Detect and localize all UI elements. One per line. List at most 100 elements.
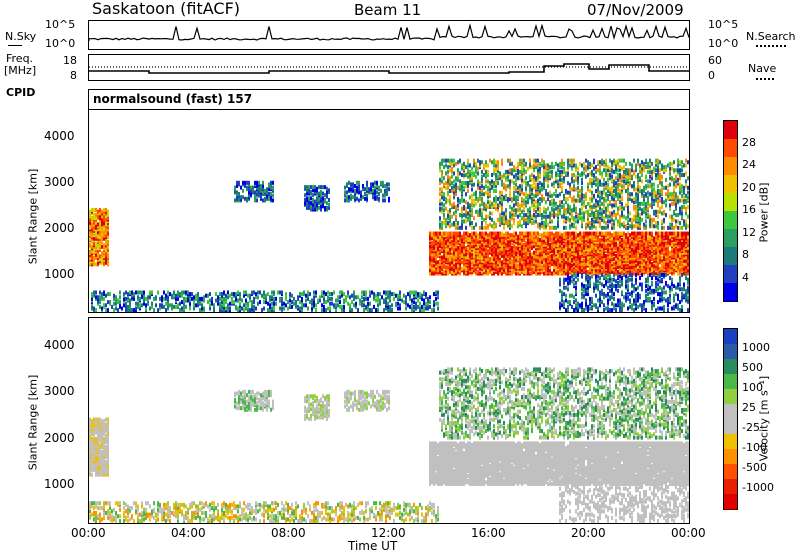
power-cell bbox=[487, 163, 489, 168]
power-cell bbox=[439, 201, 441, 206]
power-panel bbox=[88, 109, 690, 313]
power-cell bbox=[419, 295, 421, 300]
power-cell bbox=[529, 190, 531, 195]
power-cell bbox=[525, 241, 527, 246]
power-cell bbox=[603, 244, 605, 249]
power-cell bbox=[527, 193, 529, 198]
power-cell bbox=[467, 266, 469, 271]
power-cell bbox=[529, 219, 531, 224]
power-cell bbox=[501, 231, 503, 236]
power-cell bbox=[257, 301, 259, 306]
power-cell bbox=[651, 231, 653, 236]
power-cell bbox=[356, 180, 358, 185]
power-cell bbox=[475, 231, 477, 236]
power-cell bbox=[461, 245, 463, 250]
power-cell bbox=[561, 237, 563, 242]
power-cell bbox=[113, 301, 115, 306]
power-cell bbox=[529, 258, 531, 263]
power-cell bbox=[376, 195, 378, 200]
power-cell bbox=[451, 214, 453, 219]
power-cell bbox=[344, 198, 346, 203]
power-cell bbox=[577, 233, 579, 238]
power-cell bbox=[441, 187, 443, 192]
power-cell bbox=[483, 225, 485, 230]
power-cell bbox=[503, 219, 505, 224]
power-cell bbox=[313, 295, 315, 300]
power-cell bbox=[477, 269, 479, 274]
power-cell bbox=[439, 231, 441, 236]
power-cell bbox=[457, 245, 459, 250]
power-cell bbox=[175, 296, 177, 301]
power-cell bbox=[307, 306, 309, 311]
power-cell bbox=[326, 193, 328, 198]
power-cell bbox=[441, 209, 443, 214]
power-cell bbox=[295, 303, 297, 308]
power-cell bbox=[599, 252, 601, 257]
power-cell bbox=[455, 231, 457, 236]
power-cell bbox=[443, 182, 445, 187]
power-cell bbox=[309, 292, 311, 297]
power-cell bbox=[657, 255, 659, 260]
power-cell bbox=[101, 231, 103, 236]
power-cell bbox=[171, 293, 173, 298]
power-cell bbox=[262, 190, 264, 195]
power-cell bbox=[439, 198, 441, 203]
power-cell bbox=[681, 231, 683, 236]
power-cell bbox=[561, 265, 563, 270]
power-cell bbox=[483, 205, 485, 210]
power-cell bbox=[481, 208, 483, 213]
power-cell bbox=[99, 295, 101, 300]
power-cell bbox=[459, 179, 461, 184]
power-cell bbox=[477, 182, 479, 187]
power-cell bbox=[109, 292, 111, 297]
power-cell bbox=[483, 247, 485, 252]
power-cell bbox=[313, 300, 315, 305]
power-cell bbox=[376, 184, 378, 189]
power-cell bbox=[411, 306, 413, 311]
power-cell bbox=[115, 306, 117, 311]
power-cell bbox=[519, 213, 521, 218]
power-cell bbox=[495, 184, 497, 189]
power-cell bbox=[513, 174, 515, 179]
power-cell bbox=[579, 231, 581, 236]
power-cell bbox=[519, 219, 521, 224]
power-cell bbox=[469, 206, 471, 211]
power-cell bbox=[651, 242, 653, 247]
power-cell bbox=[306, 196, 308, 201]
power-cell bbox=[453, 184, 455, 189]
power-cell bbox=[107, 247, 109, 252]
power-cell bbox=[499, 195, 501, 200]
power-cell bbox=[443, 165, 445, 170]
power-cell bbox=[513, 165, 515, 170]
power-cell bbox=[133, 308, 135, 313]
power-cell bbox=[517, 221, 519, 226]
power-cell bbox=[461, 253, 463, 258]
power-cell bbox=[469, 263, 471, 268]
power-cell bbox=[511, 245, 513, 250]
power-cell bbox=[509, 236, 511, 241]
power-cell bbox=[439, 187, 441, 192]
power-cell bbox=[457, 250, 459, 255]
power-cell bbox=[449, 195, 451, 200]
power-cell bbox=[517, 168, 519, 173]
power-cell bbox=[345, 295, 347, 300]
power-cell bbox=[318, 205, 320, 210]
power-cell bbox=[529, 158, 531, 163]
power-cell bbox=[475, 174, 477, 179]
power-cell bbox=[251, 304, 253, 309]
power-cell bbox=[369, 293, 371, 298]
power-cell bbox=[515, 208, 517, 213]
power-cell bbox=[649, 249, 651, 254]
power-cell bbox=[509, 247, 511, 252]
power-cell bbox=[555, 231, 557, 236]
power-cell bbox=[244, 180, 246, 185]
power-cell bbox=[135, 301, 137, 306]
power-cell bbox=[425, 292, 427, 297]
power-cell bbox=[455, 244, 457, 249]
power-cell bbox=[479, 247, 481, 252]
power-cell bbox=[437, 290, 439, 295]
power-cell bbox=[95, 290, 97, 295]
power-cell bbox=[285, 292, 287, 297]
power-cell bbox=[653, 269, 655, 274]
power-cell bbox=[459, 213, 461, 218]
